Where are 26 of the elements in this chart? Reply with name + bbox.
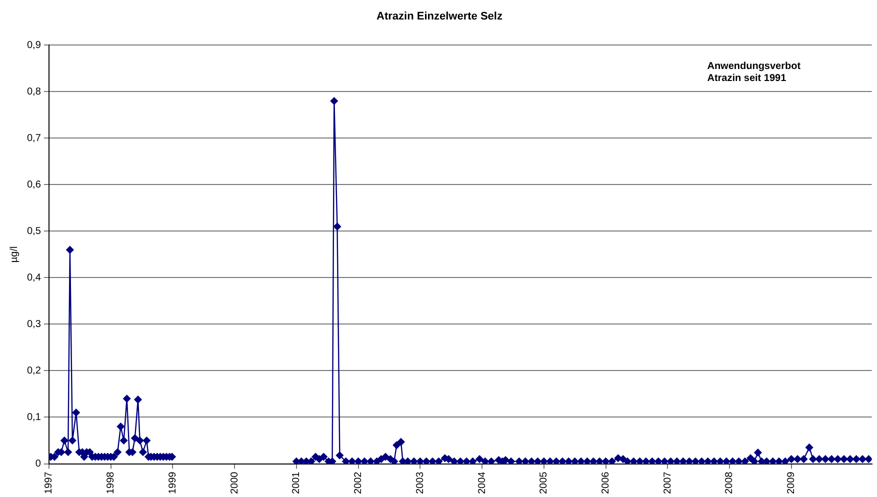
y-tick-label: 0,3 — [26, 318, 42, 330]
x-tick-label: 2002 — [353, 471, 364, 494]
x-tick-label: 1997 — [44, 471, 55, 494]
y-axis-title: µg/l — [8, 246, 20, 263]
x-tick-label: 2003 — [414, 471, 426, 494]
y-tick-label: 0,9 — [26, 40, 42, 51]
x-tick-label: 2007 — [662, 471, 674, 494]
y-tick-label: 0,4 — [26, 272, 42, 284]
y-tick-label: 0,6 — [26, 179, 42, 190]
x-tick-label: 2006 — [600, 471, 612, 494]
x-tick-label: 2001 — [291, 471, 302, 494]
chart-title: Atrazin Einzelwerte Selz — [376, 10, 503, 23]
y-tick-label: 0,5 — [26, 226, 42, 237]
y-tick-label: 0,2 — [26, 365, 42, 376]
x-tick-label: 2000 — [229, 471, 240, 494]
x-tick-label: 1999 — [167, 471, 178, 494]
annotation: Anwendungsverbot Atrazin seit 1991 — [707, 60, 802, 84]
y-tick-label: 0,7 — [26, 132, 42, 144]
y-tick-label: 0,8 — [26, 86, 42, 98]
x-tick-label: 2008 — [724, 471, 736, 494]
x-tick-label: 1998 — [106, 471, 117, 494]
x-tick-label: 2004 — [476, 471, 488, 494]
y-tick-label: 0,1 — [26, 412, 42, 423]
y-tick-label: 0 — [35, 458, 42, 470]
x-tick-label: 2005 — [538, 471, 550, 494]
x-tick-label: 2009 — [786, 471, 798, 494]
